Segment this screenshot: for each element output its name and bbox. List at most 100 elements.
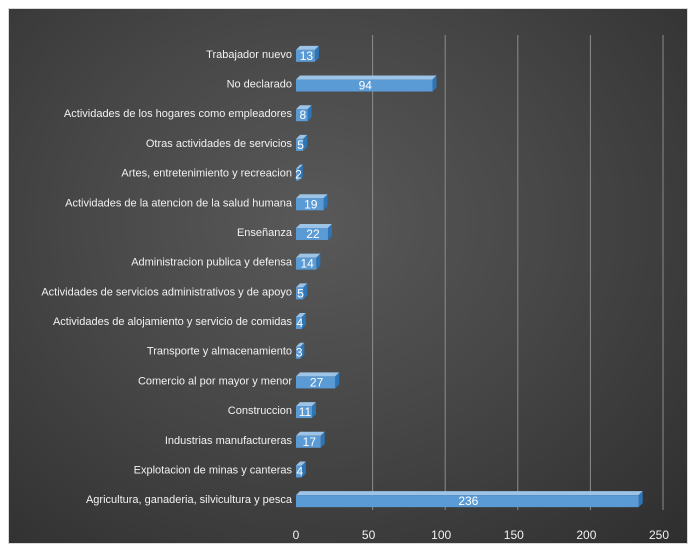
- data-label: 5: [297, 286, 304, 300]
- x-tick-label: 100: [431, 528, 451, 542]
- category-label: Trabajador nuevo: [206, 49, 292, 61]
- bar: 4: [296, 461, 306, 478]
- bar: 236: [296, 491, 643, 508]
- category-label: Actividades de servicios administrativos…: [41, 286, 292, 298]
- category-label: Industrias manufactureras: [165, 435, 293, 447]
- bar-front-face: [296, 376, 336, 389]
- bar-side-face: [327, 223, 332, 240]
- category-label: Enseñanza: [237, 227, 293, 239]
- category-label: Transporte y almacenamiento: [147, 346, 292, 358]
- bar-side-face: [323, 194, 328, 211]
- bar-side-face: [320, 431, 325, 448]
- bar: 5: [296, 283, 308, 300]
- bar-side-face: [316, 253, 321, 270]
- bar-top-face: [296, 134, 308, 139]
- x-tick-label: 0: [293, 528, 300, 542]
- data-label: 17: [303, 435, 317, 449]
- data-label: 11: [299, 405, 312, 419]
- gridlines: [372, 35, 664, 510]
- bar-front-face: [296, 49, 315, 62]
- bar: 8: [296, 105, 312, 122]
- bar-top-face: [296, 402, 316, 407]
- bar-top-face: [296, 105, 312, 110]
- bar-front-face: [296, 109, 308, 122]
- bar-side-face: [303, 283, 308, 300]
- bar: 27: [296, 372, 340, 389]
- bar-side-face: [638, 491, 643, 508]
- category-label: Actividades de la atencion de la salud h…: [65, 197, 293, 209]
- bar-top-face: [296, 283, 308, 288]
- bar-top-face: [296, 45, 319, 50]
- bar: 4: [296, 313, 306, 330]
- bar: 22: [296, 223, 332, 241]
- bar-top-face: [296, 194, 328, 199]
- category-labels: Trabajador nuevo No declarado Actividades …: [41, 49, 293, 506]
- data-label: 4: [297, 464, 304, 478]
- bar: 14: [296, 253, 321, 271]
- bar-front-face: [296, 406, 312, 419]
- data-label: 14: [300, 257, 314, 271]
- bar-front-face: [296, 138, 304, 151]
- bar: 5: [296, 134, 308, 152]
- bar-front-face: [296, 465, 302, 478]
- data-label: 19: [304, 197, 318, 211]
- bar-top-face: [296, 342, 305, 347]
- bar-front-face: [296, 317, 302, 330]
- bar-top-face: [296, 491, 643, 496]
- bar-front-face: [296, 287, 304, 300]
- bar-top-face: [296, 372, 340, 377]
- bar-top-face: [296, 223, 332, 228]
- bar-top-face: [296, 431, 325, 436]
- bar-top-face: [296, 253, 321, 258]
- category-label: Actividades de alojamiento y servicio de…: [53, 316, 293, 328]
- chart-area: 13 94 8 5 2 19 22 14 5 4 3 27 11 17 4 236 Trabajador nu…: [8, 8, 688, 544]
- bar-front-face: [296, 495, 639, 508]
- x-tick-label: 150: [504, 528, 524, 542]
- bar-side-face: [432, 75, 437, 92]
- category-label: Construccion: [228, 405, 292, 417]
- bar: 13: [296, 45, 319, 63]
- bar-side-face: [300, 342, 305, 359]
- data-label: 236: [458, 494, 478, 508]
- data-label: 2: [295, 168, 302, 182]
- category-label: Comercio al por mayor y menor: [138, 375, 292, 387]
- bar: 2: [295, 164, 303, 182]
- bar: 19: [296, 194, 328, 211]
- bar-front-face: [296, 168, 299, 181]
- bar-front-face: [296, 227, 328, 240]
- bar-front-face: [296, 346, 301, 359]
- bar-front-face: [296, 79, 433, 92]
- category-label: No declarado: [227, 79, 292, 91]
- x-axis-ticks: 0 50 100 150 200 250: [293, 528, 670, 542]
- bar-top-face: [296, 313, 306, 318]
- data-label: 3: [296, 346, 303, 360]
- bar: 11: [296, 402, 316, 419]
- data-label: 13: [300, 49, 314, 63]
- data-label: 8: [299, 108, 306, 122]
- bar-front-face: [296, 198, 324, 211]
- bar: 94: [296, 75, 437, 93]
- bar-side-face: [301, 461, 306, 478]
- category-label: Administracion publica y defensa: [131, 257, 293, 269]
- bar-side-face: [311, 402, 316, 419]
- bar-top-face: [296, 164, 303, 169]
- data-label: 27: [310, 375, 324, 389]
- x-tick-label: 200: [576, 528, 596, 542]
- bar-front-face: [296, 435, 321, 448]
- data-label: 4: [297, 316, 304, 330]
- bar-side-face: [298, 164, 303, 181]
- bar-side-face: [307, 105, 312, 122]
- category-label: Actividades de los hogares como empleado…: [64, 108, 293, 120]
- data-label: 5: [297, 138, 304, 152]
- x-tick-label: 50: [362, 528, 376, 542]
- bar-side-face: [335, 372, 340, 389]
- bar: 3: [296, 342, 305, 360]
- category-label: Otras actividades de servicios: [146, 138, 293, 150]
- bar-front-face: [296, 257, 317, 270]
- data-label: 94: [359, 79, 373, 93]
- data-label: 22: [306, 227, 320, 241]
- bar-side-face: [303, 134, 308, 151]
- bar-side-face: [314, 45, 319, 62]
